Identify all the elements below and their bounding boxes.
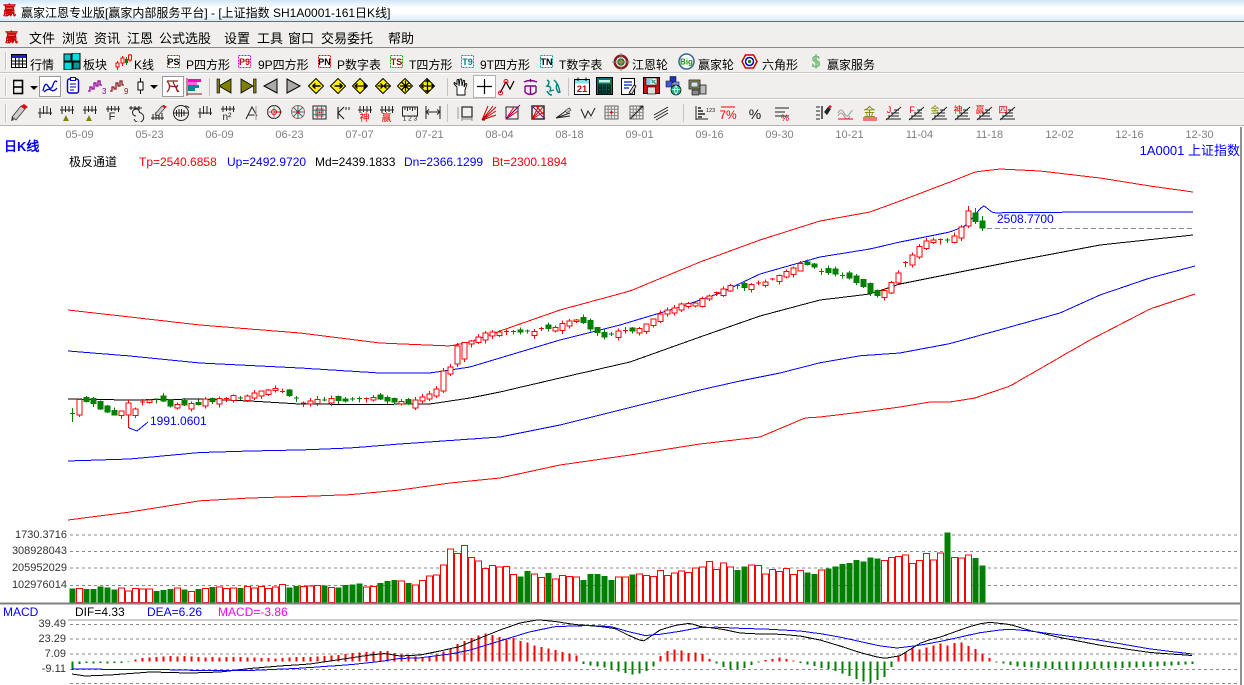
svg-text:12-02: 12-02 — [1045, 129, 1073, 141]
svg-text:09-16: 09-16 — [695, 129, 723, 141]
svg-text:PN: PN — [318, 57, 331, 67]
svg-text:n²: n² — [223, 112, 233, 122]
svg-text:205952029: 205952029 — [12, 562, 67, 574]
svg-text:07-21: 07-21 — [415, 129, 443, 141]
svg-text:F: F — [109, 111, 116, 122]
svg-text:J: J — [887, 105, 892, 115]
svg-text:%: % — [781, 113, 789, 122]
svg-text:21: 21 — [577, 84, 588, 95]
svg-text:赢: 赢 — [382, 111, 392, 122]
svg-text:7.09: 7.09 — [45, 648, 66, 660]
svg-text:神: 神 — [360, 111, 370, 122]
svg-text:06-09: 06-09 — [205, 129, 233, 141]
svg-text:T9: T9 — [462, 57, 473, 67]
svg-text:赢: 赢 — [975, 104, 984, 115]
svg-text:四: 四 — [998, 105, 1007, 115]
svg-text:9: 9 — [124, 87, 128, 95]
svg-text:Tp=2540.6858: Tp=2540.6858 — [139, 155, 217, 169]
svg-text:07-07: 07-07 — [345, 129, 373, 141]
svg-text:11-18: 11-18 — [976, 129, 1003, 141]
svg-text:09-30: 09-30 — [765, 129, 793, 141]
svg-text:09-01: 09-01 — [625, 129, 653, 141]
svg-text:06-23: 06-23 — [275, 129, 303, 141]
svg-text:08-18: 08-18 — [555, 129, 583, 141]
svg-text:金: 金 — [930, 104, 939, 115]
svg-text:3: 3 — [102, 87, 106, 95]
svg-text:F: F — [909, 105, 915, 115]
svg-text:PS: PS — [167, 57, 179, 67]
svg-text:39.49: 39.49 — [38, 618, 66, 630]
svg-text:TN: TN — [541, 57, 553, 67]
svg-text:日K线: 日K线 — [4, 139, 39, 154]
svg-text:23.29: 23.29 — [38, 633, 66, 645]
svg-text:1 2 3: 1 2 3 — [403, 116, 418, 123]
svg-text:Dn=2366.1299: Dn=2366.1299 — [404, 155, 483, 169]
svg-text:MACD=-3.86: MACD=-3.86 — [218, 605, 288, 619]
svg-text:08-04: 08-04 — [485, 129, 513, 141]
svg-text:金: 金 — [863, 104, 875, 119]
svg-text:05-09: 05-09 — [65, 129, 93, 141]
svg-text:11-04: 11-04 — [906, 129, 933, 141]
svg-text:12-30: 12-30 — [1185, 129, 1213, 141]
svg-text:Bt=2300.1894: Bt=2300.1894 — [492, 155, 567, 169]
svg-text:1730.3716: 1730.3716 — [15, 529, 67, 541]
svg-text:TS: TS — [391, 57, 403, 67]
svg-text:神: 神 — [953, 104, 962, 115]
svg-text:1991.0601: 1991.0601 — [150, 414, 207, 428]
svg-text:$: $ — [812, 52, 821, 70]
svg-text:Big: Big — [680, 58, 693, 67]
svg-text:MACD: MACD — [3, 605, 39, 619]
svg-text:10-21: 10-21 — [835, 129, 863, 141]
svg-text:123: 123 — [706, 108, 715, 114]
svg-text:1A0001 上证指数: 1A0001 上证指数 — [1140, 143, 1240, 158]
svg-text:DEA=6.26: DEA=6.26 — [147, 605, 202, 619]
svg-text:12-16: 12-16 — [1115, 129, 1143, 141]
svg-text:%: % — [749, 106, 761, 122]
svg-text:-9.11: -9.11 — [42, 663, 66, 675]
svg-text:极反通道: 极反通道 — [69, 155, 117, 169]
svg-text:P9: P9 — [239, 57, 250, 67]
svg-text:DIF=4.33: DIF=4.33 — [75, 605, 125, 619]
svg-text:05-23: 05-23 — [135, 129, 163, 141]
svg-text:308928043: 308928043 — [12, 545, 67, 557]
svg-text:▲: ▲ — [61, 113, 71, 122]
svg-text:Md=2439.1833: Md=2439.1833 — [315, 155, 396, 169]
svg-text:7%: 7% — [719, 108, 737, 122]
svg-text:▲: ▲ — [84, 113, 94, 122]
svg-text:Up=2492.9720: Up=2492.9720 — [227, 155, 306, 169]
svg-text:102976014: 102976014 — [12, 579, 67, 591]
svg-text:2508.7700: 2508.7700 — [997, 212, 1054, 226]
